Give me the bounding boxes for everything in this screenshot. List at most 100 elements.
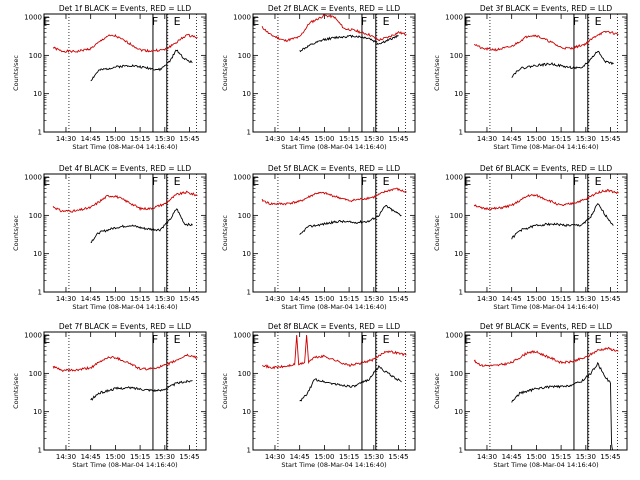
events-series-line	[299, 204, 402, 235]
y-axis-label: Counts/sec	[12, 215, 20, 251]
y-tick-label: 1000	[445, 174, 463, 182]
y-axis-label: Counts/sec	[12, 373, 20, 409]
x-tick-label: 15:45	[600, 453, 620, 461]
x-tick-label: 15:30	[364, 135, 384, 143]
interval-flag-label: E	[174, 15, 181, 28]
y-tick-label: 1000	[233, 14, 251, 22]
x-tick-label: 14:45	[290, 135, 310, 143]
events-series-line	[511, 361, 613, 451]
y-tick-label: 1000	[233, 332, 251, 340]
interval-flag-label: E	[252, 333, 259, 346]
chart-title: Det 6f BLACK = Events, RED = LLD	[480, 164, 613, 173]
y-tick-label: 10	[454, 250, 463, 258]
x-tick-label: 14:30	[56, 453, 76, 461]
y-tick-label: 1000	[24, 174, 42, 182]
y-tick-label: 100	[238, 212, 251, 220]
interval-flag-label: F	[152, 333, 158, 346]
chart-title: Det 7f BLACK = Events, RED = LLD	[59, 322, 192, 331]
x-tick-label: 14:30	[265, 453, 285, 461]
x-tick-label: 15:30	[364, 453, 384, 461]
events-series-line	[90, 208, 193, 243]
chart-title: Det 2f BLACK = Events, RED = LLD	[268, 4, 401, 13]
x-tick-label: 15:15	[551, 453, 571, 461]
plot-frame	[43, 331, 207, 451]
y-tick-label: 1	[247, 289, 251, 297]
x-tick-label: 15:30	[155, 135, 175, 143]
interval-flag-label: E	[595, 175, 602, 188]
x-tick-label: 14:45	[502, 453, 522, 461]
interval-flag-label: F	[152, 15, 158, 28]
events-series-line	[90, 379, 193, 401]
interval-flag-label: E	[43, 175, 50, 188]
x-tick-label: 15:45	[600, 295, 620, 303]
y-axis-label: Counts/sec	[221, 215, 229, 251]
interval-flag-label: E	[383, 15, 390, 28]
y-tick-label: 100	[29, 370, 42, 378]
x-tick-label: 15:30	[576, 135, 596, 143]
y-tick-label: 1	[38, 447, 42, 455]
x-axis-label: Start Time (08-Mar-04 14:16:40)	[72, 461, 177, 469]
plot-frame	[252, 13, 416, 133]
y-tick-label: 10	[454, 408, 463, 416]
x-tick-label: 15:15	[130, 453, 150, 461]
x-tick-label: 14:45	[81, 135, 101, 143]
chart-title: Det 1f BLACK = Events, RED = LLD	[59, 4, 192, 13]
interval-flag-label: E	[43, 15, 50, 28]
chart-panel-7: Det 7f BLACK = Events, RED = LLD 1 10 100 10…	[12, 322, 207, 469]
y-axis-label: Counts/sec	[433, 215, 441, 251]
x-tick-label: 15:00	[314, 135, 334, 143]
y-tick-label: 100	[450, 52, 463, 60]
plot-frame	[252, 173, 416, 293]
x-tick-label: 15:00	[105, 135, 125, 143]
chart-panel-5: Det 5f BLACK = Events, RED = LLD 1 10 100 10…	[221, 164, 416, 311]
plot-frame	[464, 13, 628, 133]
interval-flag-label: F	[361, 15, 367, 28]
y-tick-label: 10	[242, 250, 251, 258]
lld-series-line	[261, 14, 407, 42]
chart-title: Det 3f BLACK = Events, RED = LLD	[480, 4, 613, 13]
chart-panel-2: Det 2f BLACK = Events, RED = LLD 1 10 100 10…	[221, 4, 416, 151]
interval-flag-label: E	[595, 15, 602, 28]
y-tick-label: 100	[238, 370, 251, 378]
interval-flag-label: E	[252, 175, 259, 188]
y-tick-label: 1000	[233, 174, 251, 182]
x-tick-label: 15:45	[179, 135, 199, 143]
interval-flag-label: E	[383, 175, 390, 188]
x-tick-label: 14:45	[502, 295, 522, 303]
x-axis-label: Start Time (08-Mar-04 14:16:40)	[493, 143, 598, 151]
y-tick-label: 1000	[24, 14, 42, 22]
interval-flag-label: E	[174, 333, 181, 346]
x-tick-label: 15:15	[130, 295, 150, 303]
y-tick-label: 10	[33, 408, 42, 416]
y-tick-label: 1	[247, 129, 251, 137]
y-tick-label: 100	[450, 212, 463, 220]
y-axis-label: Counts/sec	[221, 373, 229, 409]
chart-panel-8: Det 8f BLACK = Events, RED = LLD 1 10 100 10…	[221, 322, 416, 469]
plot-frame	[464, 331, 628, 451]
events-series-line	[511, 203, 614, 240]
x-tick-label: 15:45	[388, 453, 408, 461]
x-tick-label: 14:30	[56, 295, 76, 303]
y-tick-label: 100	[238, 52, 251, 60]
x-tick-label: 14:45	[290, 295, 310, 303]
x-tick-label: 14:30	[477, 453, 497, 461]
plot-frame	[43, 173, 207, 293]
y-tick-label: 1	[459, 129, 463, 137]
interval-flag-label: F	[152, 175, 158, 188]
chart-panel-4: Det 4f BLACK = Events, RED = LLD 1 10 100 10…	[12, 164, 207, 311]
x-tick-label: 15:00	[105, 453, 125, 461]
events-series-line	[299, 34, 399, 53]
x-axis-label: Start Time (08-Mar-04 14:16:40)	[281, 303, 386, 311]
lld-series-line	[52, 33, 198, 54]
interval-flag-label: E	[252, 15, 259, 28]
y-tick-label: 1	[38, 289, 42, 297]
x-tick-label: 15:15	[130, 135, 150, 143]
y-axis-label: Counts/sec	[12, 55, 20, 91]
y-tick-label: 1000	[24, 332, 42, 340]
x-tick-label: 14:45	[502, 135, 522, 143]
x-tick-label: 15:00	[526, 453, 546, 461]
x-axis-label: Start Time (08-Mar-04 14:16:40)	[281, 143, 386, 151]
chart-panel-6: Det 6f BLACK = Events, RED = LLD 1 10 100 10…	[433, 164, 628, 311]
interval-flag-label: E	[43, 333, 50, 346]
interval-flag-label: E	[464, 15, 471, 28]
